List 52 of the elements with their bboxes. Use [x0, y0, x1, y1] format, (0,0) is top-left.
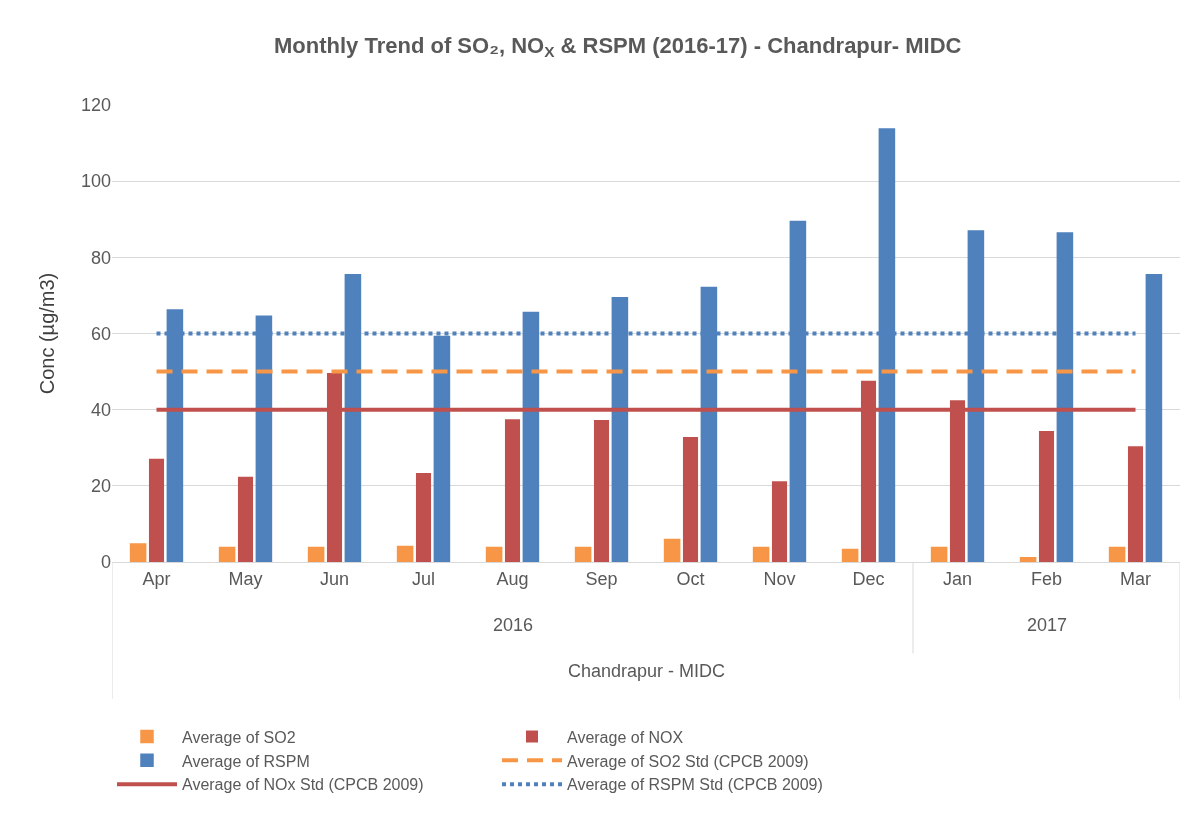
- bar: [237, 476, 254, 562]
- x-tick-label: Aug: [496, 568, 529, 589]
- x-tick-label: Mar: [1120, 568, 1151, 589]
- legend-label: Average of NOx Std (CPCB 2009): [182, 776, 424, 794]
- y-tick-label: 0: [100, 552, 111, 573]
- bar: [415, 472, 432, 562]
- x-tick-label: Apr: [142, 568, 171, 589]
- x-tick-label: Oct: [676, 568, 705, 589]
- x-tick-label: Jan: [942, 568, 973, 589]
- legend-label: Average of NOX: [567, 728, 684, 746]
- bar: [593, 419, 610, 562]
- text: 2017: [1027, 615, 1068, 635]
- x-tick-label: Jul: [411, 568, 436, 589]
- y-tick-label: 100: [80, 171, 111, 192]
- bar: [485, 546, 503, 562]
- x-tick-label: Dec: [852, 568, 885, 589]
- bar: [1019, 557, 1037, 562]
- legend-label: Average of SO2 Std (CPCB 2009): [567, 752, 809, 770]
- bar: [663, 538, 681, 562]
- bar: [504, 419, 521, 562]
- y-tick-label: 60: [90, 323, 111, 344]
- y-tick-label: 40: [90, 399, 111, 420]
- y-axis-title: Conc (µg/m3): [36, 272, 59, 395]
- bar: [307, 546, 325, 562]
- x-tick-label: Feb: [1030, 568, 1063, 589]
- y-tick-label: 80: [90, 247, 111, 268]
- bar: [129, 543, 147, 562]
- y-tick-label: 20: [90, 476, 111, 497]
- bar: [682, 437, 699, 562]
- y-tick-label: 120: [80, 95, 111, 116]
- bar: [1145, 274, 1163, 562]
- x-tick-label: Sep: [585, 568, 618, 589]
- bar: [574, 546, 592, 562]
- bar: [148, 458, 165, 562]
- legend-label: Average of SO2: [182, 728, 296, 746]
- x-tick-label: Nov: [763, 568, 796, 589]
- x-tick-label: May: [228, 568, 263, 589]
- bar: [1127, 446, 1144, 562]
- bar: [771, 481, 788, 562]
- x-tick-label: Jun: [319, 568, 350, 589]
- bar: [396, 545, 414, 562]
- text: 2016: [493, 615, 534, 635]
- text: Chandrapur - MIDC: [568, 661, 726, 681]
- bar: [218, 546, 236, 562]
- legend-label: Average of RSPM: [182, 752, 310, 770]
- bar: [752, 546, 770, 562]
- bar: [1038, 430, 1055, 562]
- bar: [841, 548, 859, 562]
- legend-label: Average of RSPM Std (CPCB 2009): [567, 776, 823, 794]
- bar: [1108, 546, 1126, 562]
- chart-title: Monthly Trend of SO₂, NO$_{X}$ & RSPM (2016-17) - Chandrapur- MIDC: [274, 32, 962, 61]
- bar: [930, 546, 948, 562]
